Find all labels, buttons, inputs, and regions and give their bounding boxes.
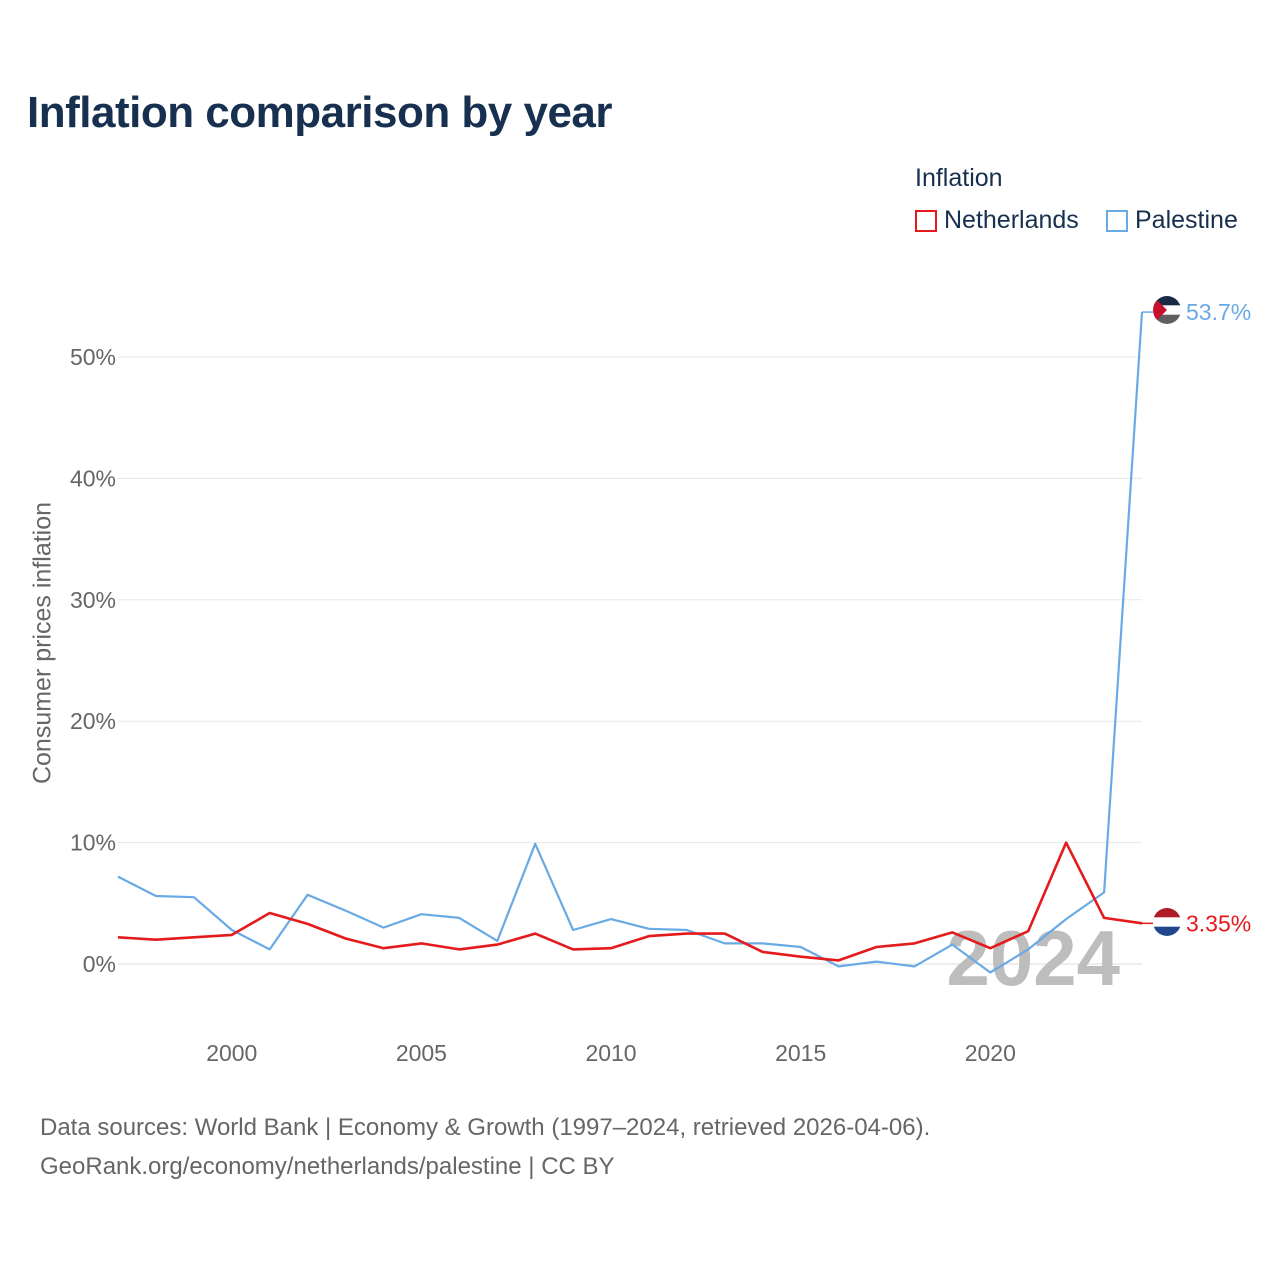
legend-title: Inflation [915,164,1003,192]
series-lines [117,311,1153,974]
year-watermark: 2024 [946,914,1120,1002]
x-axis-ticks: 2000 2005 2010 2015 2020 [206,1040,1016,1066]
series-line-palestine [117,312,1144,974]
footer-attribution[interactable]: GeoRank.org/economy/netherlands/palestin… [40,1153,615,1180]
end-label-netherlands: 3.35% [1186,910,1251,936]
end-label-palestine: 53.7% [1186,299,1251,325]
legend-swatch-palestine [1106,209,1128,232]
footer-source: Data sources: World Bank | Economy & Gro… [40,1108,930,1186]
palestine-flag-icon [1153,296,1181,324]
y-tick-label: 40% [70,465,116,491]
footer-data-sources: Data sources: World Bank | Economy & Gro… [40,1114,931,1141]
y-tick-label: 30% [70,587,116,613]
x-tick-label: 2005 [396,1040,447,1066]
legend-label-palestine: Palestine [1135,206,1238,234]
x-tick-label: 2000 [206,1040,257,1066]
x-tick-label: 2015 [775,1040,826,1066]
legend-item-palestine[interactable]: Palestine [1106,206,1238,235]
series-line-netherlands [117,841,1143,962]
y-tick-label: 50% [70,344,116,370]
y-axis-ticks: 0% 10% 20% 30% 40% 50% [70,344,116,977]
legend-label-netherlands: Netherlands [944,206,1079,234]
chart-title: Inflation comparison by year [27,88,613,137]
y-tick-label: 10% [70,830,116,856]
y-tick-label: 0% [83,951,116,977]
legend-item-netherlands[interactable]: Netherlands [915,206,1079,235]
netherlands-flag-icon [1153,908,1181,936]
grid [118,356,1142,965]
end-flags [1153,296,1181,936]
end-labels: 53.7% 3.35% [1186,299,1251,936]
x-tick-label: 2020 [965,1040,1016,1066]
x-tick-label: 2010 [585,1040,636,1066]
y-tick-label: 20% [70,708,116,734]
legend-swatch-netherlands [915,209,937,232]
